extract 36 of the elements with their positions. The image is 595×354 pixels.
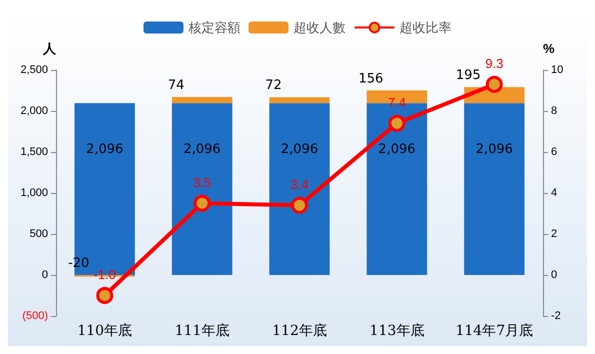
data-label: 72 bbox=[265, 78, 282, 94]
y2-tick-label: -2 bbox=[551, 310, 561, 322]
y2-axis-title: % bbox=[543, 41, 555, 56]
x-tick-label: 110年底 bbox=[77, 323, 132, 339]
y-tick-label: 2,000 bbox=[20, 105, 48, 117]
x-tick-label: 114年7月底 bbox=[455, 323, 534, 339]
x-tick-label: 111年底 bbox=[174, 323, 230, 339]
y2-tick-label: 4 bbox=[551, 187, 558, 199]
data-label: 156 bbox=[358, 71, 384, 86]
y2-tick-label: 10 bbox=[551, 64, 564, 76]
data-label: 2,096 bbox=[378, 142, 416, 158]
data-label: 9.3 bbox=[485, 56, 504, 71]
y-tick-label: 0 bbox=[42, 269, 48, 281]
y-tick-label: 500 bbox=[30, 228, 48, 240]
data-label: 3.5 bbox=[193, 174, 212, 190]
y-tick-label: 1,500 bbox=[20, 146, 48, 158]
x-tick-label: 112年底 bbox=[272, 323, 327, 339]
data-label: 2,096 bbox=[476, 142, 513, 158]
data-label: 74 bbox=[168, 78, 184, 94]
y-axis-title: 人 bbox=[42, 41, 57, 56]
y2-tick-label: 0 bbox=[551, 269, 558, 281]
data-label: 195 bbox=[456, 68, 481, 84]
y2-tick-label: 8 bbox=[551, 105, 558, 117]
x-tick-label: 113年底 bbox=[370, 323, 424, 339]
data-label: 3.4 bbox=[290, 176, 309, 192]
legend-label: 超收比率 bbox=[400, 20, 452, 35]
data-label: 2,096 bbox=[280, 142, 318, 158]
y2-tick-label: 6 bbox=[551, 146, 558, 158]
legend-label: 超收人數 bbox=[294, 20, 346, 35]
data-label: 2,096 bbox=[183, 142, 221, 158]
y-tick-label: 1,000 bbox=[20, 187, 48, 199]
y-tick-label: (500) bbox=[22, 310, 48, 322]
y2-tick-label: 2 bbox=[551, 228, 558, 240]
y-tick-label: 2,500 bbox=[20, 64, 48, 76]
data-label: 2,096 bbox=[86, 142, 124, 158]
legend-label: 核定容額 bbox=[188, 20, 240, 35]
